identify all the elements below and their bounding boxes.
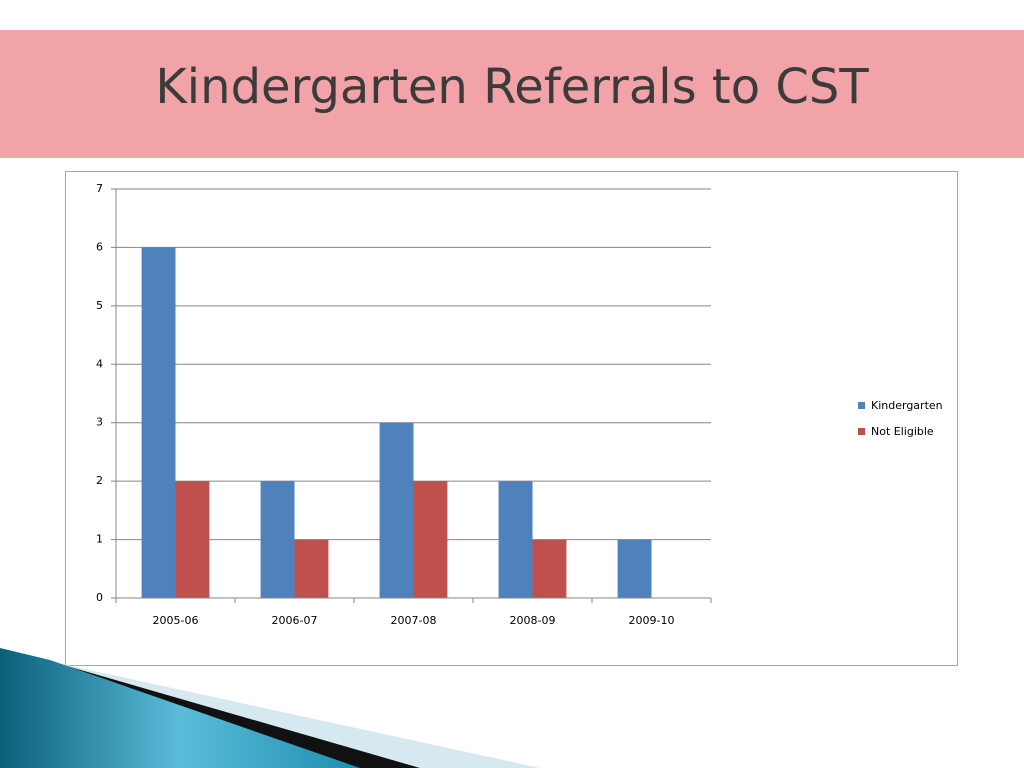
bar <box>379 422 414 598</box>
y-tick-label: 1 <box>96 533 103 546</box>
x-tick-label: 2008-09 <box>510 614 556 627</box>
x-tick-label: 2007-08 <box>391 614 437 627</box>
bar <box>141 247 176 598</box>
header-band <box>0 30 1024 158</box>
bar <box>532 539 567 598</box>
bar <box>413 481 448 598</box>
slide-title: Kindergarten Referrals to CST <box>155 59 869 115</box>
y-tick-label: 3 <box>96 416 103 429</box>
y-tick-label: 2 <box>96 474 103 487</box>
x-tick-label: 2006-07 <box>272 614 318 627</box>
bar <box>498 481 533 598</box>
x-tick-label: 2005-06 <box>153 614 199 627</box>
bar <box>294 539 329 598</box>
legend-swatch <box>858 402 865 409</box>
legend-label: Not Eligible <box>871 425 934 438</box>
y-tick-label: 5 <box>96 299 103 312</box>
bar <box>175 481 210 598</box>
legend-label: Kindergarten <box>871 399 943 412</box>
y-tick-label: 7 <box>96 182 103 195</box>
x-tick-label: 2009-10 <box>629 614 675 627</box>
y-tick-label: 4 <box>96 357 103 370</box>
bar <box>260 481 295 598</box>
y-tick-label: 0 <box>96 591 103 604</box>
bar <box>617 539 652 598</box>
decor-teal <box>0 648 360 768</box>
y-tick-label: 6 <box>96 240 103 253</box>
legend-swatch <box>858 428 865 435</box>
plot: 0 1 2 3 4 5 6 7 2005-06 2006-07 2007-08 2008-09 2009… <box>96 182 943 627</box>
